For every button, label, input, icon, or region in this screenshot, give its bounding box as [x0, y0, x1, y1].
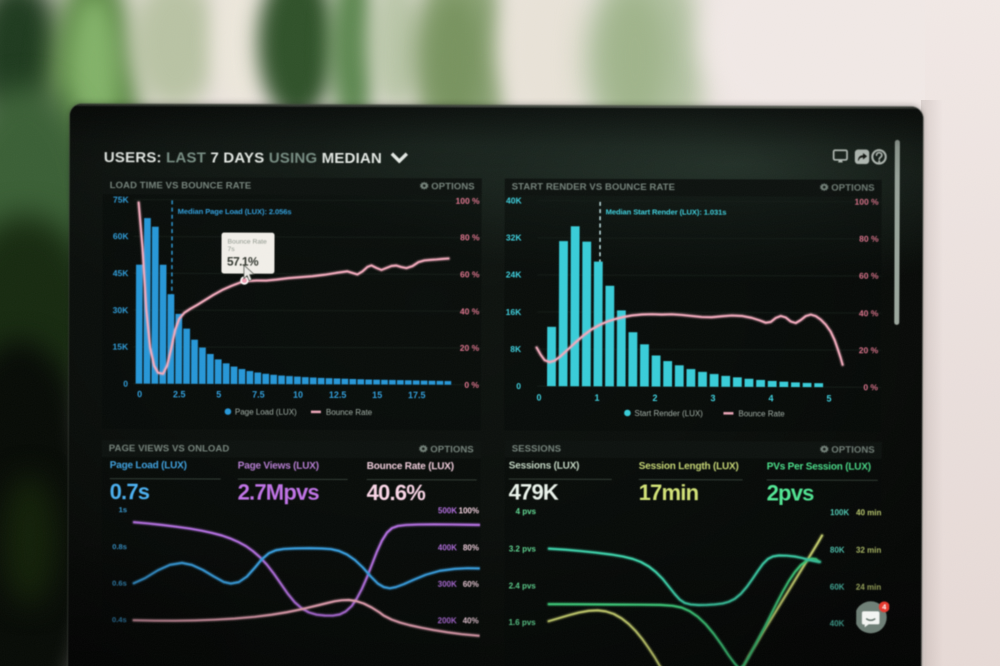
svg-text:80 %: 80 %: [460, 233, 480, 243]
svg-text:60K: 60K: [830, 583, 845, 592]
svg-text:Median Start Render (LUX): 1.0: Median Start Render (LUX): 1.031s: [606, 207, 727, 216]
svg-text:16K: 16K: [506, 307, 522, 317]
svg-text:1s: 1s: [119, 505, 127, 514]
svg-text:75K: 75K: [113, 195, 129, 205]
svg-text:Median Page Load (LUX): 2.056s: Median Page Load (LUX): 2.056s: [178, 207, 292, 216]
svg-text:57.1%: 57.1%: [227, 255, 259, 269]
svg-text:300K: 300K: [438, 580, 457, 589]
svg-text:2.5: 2.5: [173, 389, 186, 399]
svg-text:0: 0: [137, 389, 142, 399]
svg-text:60 %: 60 %: [460, 269, 480, 279]
svg-text:32K: 32K: [506, 233, 522, 243]
svg-text:0.4s: 0.4s: [112, 615, 127, 624]
svg-text:3: 3: [710, 393, 715, 403]
svg-text:20 %: 20 %: [460, 343, 480, 353]
svg-text:Bounce Rate: Bounce Rate: [326, 408, 373, 417]
svg-text:4: 4: [768, 393, 773, 403]
svg-text:1: 1: [594, 393, 599, 403]
svg-text:Bounce Rate: Bounce Rate: [738, 409, 785, 418]
svg-text:0 %: 0 %: [863, 382, 878, 392]
svg-text:100K: 100K: [830, 508, 849, 517]
svg-text:3.2 pvs: 3.2 pvs: [509, 545, 537, 554]
svg-text:0.8s: 0.8s: [112, 542, 127, 551]
svg-text:40K: 40K: [830, 619, 845, 628]
svg-text:10: 10: [293, 390, 303, 400]
svg-text:0: 0: [516, 381, 521, 391]
svg-text:12.5: 12.5: [329, 390, 347, 400]
svg-text:7s: 7s: [227, 246, 235, 253]
svg-text:100%: 100%: [459, 506, 480, 515]
svg-text:60%: 60%: [463, 580, 479, 589]
svg-text:80%: 80%: [463, 543, 479, 552]
svg-text:30K: 30K: [113, 305, 129, 315]
svg-text:100 %: 100 %: [855, 197, 880, 207]
svg-text:32 min: 32 min: [856, 546, 881, 555]
svg-text:2: 2: [652, 393, 657, 403]
svg-text:0.6s: 0.6s: [112, 579, 127, 588]
svg-text:40 min: 40 min: [856, 508, 881, 517]
svg-text:5: 5: [826, 394, 831, 404]
svg-text:60K: 60K: [113, 231, 129, 241]
svg-text:400K: 400K: [438, 543, 457, 552]
svg-text:0: 0: [123, 379, 128, 389]
svg-text:40K: 40K: [506, 196, 522, 206]
svg-text:17.5: 17.5: [408, 390, 426, 400]
svg-text:200K: 200K: [438, 616, 457, 625]
svg-text:500K: 500K: [438, 506, 457, 515]
svg-text:100 %: 100 %: [456, 196, 481, 206]
svg-text:80K: 80K: [830, 546, 845, 555]
svg-text:Page Load (LUX): Page Load (LUX): [235, 408, 297, 417]
svg-text:40 %: 40 %: [859, 308, 879, 318]
svg-text:0 %: 0 %: [464, 380, 479, 390]
svg-text:0: 0: [536, 393, 541, 403]
svg-text:15K: 15K: [113, 342, 129, 352]
svg-text:40%: 40%: [463, 616, 479, 625]
svg-text:15: 15: [372, 390, 382, 400]
svg-text:7.5: 7.5: [252, 390, 265, 400]
svg-text:8K: 8K: [510, 344, 522, 354]
svg-text:45K: 45K: [113, 268, 129, 278]
svg-text:40 %: 40 %: [460, 306, 480, 316]
svg-text:24K: 24K: [506, 270, 522, 280]
svg-text:24 min: 24 min: [856, 583, 881, 592]
svg-text:Bounce Rate: Bounce Rate: [228, 239, 268, 246]
svg-text:20 %: 20 %: [859, 345, 879, 355]
svg-text:80 %: 80 %: [859, 234, 879, 244]
svg-text:60 %: 60 %: [859, 271, 879, 281]
svg-text:2.4 pvs: 2.4 pvs: [509, 582, 537, 591]
svg-text:Start Render (LUX): Start Render (LUX): [634, 409, 703, 418]
svg-text:5: 5: [216, 390, 221, 400]
svg-text:1.6 pvs: 1.6 pvs: [509, 618, 537, 627]
svg-text:4 pvs: 4 pvs: [516, 507, 537, 516]
